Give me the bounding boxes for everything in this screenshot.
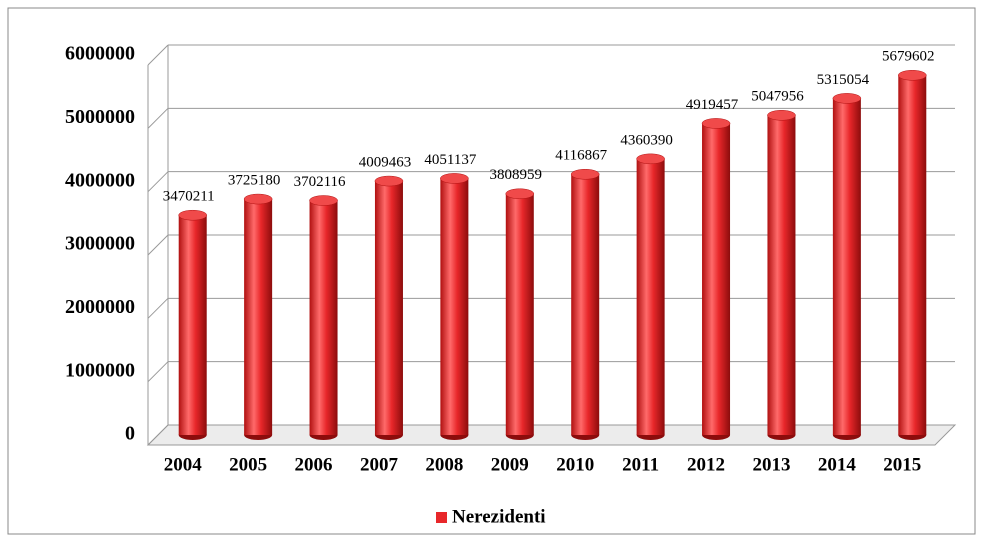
value-label: 3470211	[163, 189, 215, 205]
value-label: 3702116	[294, 174, 346, 190]
y-tick-label: 3000000	[65, 233, 135, 255]
value-label: 4009463	[359, 155, 412, 171]
x-tick-label: 2004	[164, 454, 203, 475]
x-tick-label: 2011	[622, 454, 659, 475]
y-tick-label: 2000000	[65, 296, 135, 318]
x-tick-label: 2015	[883, 454, 921, 475]
bar	[767, 115, 796, 436]
value-label: 5679602	[882, 49, 935, 65]
y-tick-label: 1000000	[65, 359, 135, 381]
bar-top	[505, 188, 535, 200]
y-tick-label: 0	[125, 423, 135, 445]
bar	[309, 200, 338, 435]
x-tick-label: 2008	[425, 454, 463, 475]
x-tick-label: 2005	[229, 454, 267, 475]
value-label: 3725180	[228, 173, 281, 189]
bar-top	[440, 173, 469, 184]
grid-line-side	[147, 361, 169, 383]
grid-line-side	[147, 297, 169, 319]
value-label: 4051137	[424, 152, 476, 168]
bar	[898, 75, 927, 435]
value-label: 3808959	[490, 167, 543, 183]
bar	[244, 199, 273, 435]
x-tick-label: 2013	[752, 454, 790, 475]
x-tick-label: 2007	[360, 454, 399, 475]
bar	[702, 123, 731, 435]
legend-swatch	[436, 512, 447, 523]
x-tick-label: 2009	[491, 454, 529, 475]
x-tick-label: 2010	[556, 454, 594, 475]
bar-top	[767, 110, 796, 121]
legend-label: Nerezidenti	[452, 506, 546, 527]
x-tick-label: 2014	[818, 454, 857, 475]
bar-top	[309, 195, 338, 206]
bar-top	[243, 193, 273, 205]
bar	[178, 215, 207, 435]
grid-line-side	[147, 234, 169, 256]
y-tick-label: 6000000	[65, 43, 135, 65]
grid-line-side	[147, 44, 169, 66]
bar	[571, 174, 600, 436]
bar-top	[898, 70, 927, 81]
value-label: 4360390	[620, 132, 673, 148]
value-label: 5047956	[751, 89, 804, 105]
y-tick-label: 4000000	[65, 169, 135, 191]
bar-top	[178, 209, 207, 221]
value-label: 4919457	[686, 97, 739, 113]
y-tick-label: 5000000	[65, 106, 135, 128]
value-label: 4116867	[555, 148, 607, 164]
x-tick-label: 2012	[687, 454, 725, 475]
bar-top	[570, 169, 600, 180]
bar-top	[636, 153, 665, 165]
bar	[505, 193, 534, 435]
grid-line-side	[147, 107, 169, 129]
value-label: 5315054	[817, 72, 870, 88]
bar-top	[374, 175, 404, 187]
x-tick-label: 2006	[295, 454, 333, 475]
bar	[440, 178, 469, 436]
bar-top	[832, 93, 862, 104]
grid-line-side	[147, 171, 169, 193]
chart-border	[7, 7, 976, 535]
bar-top	[701, 118, 731, 129]
grid-line-side	[147, 424, 169, 446]
bar	[832, 98, 861, 435]
bar	[636, 158, 665, 435]
bar	[374, 181, 403, 435]
